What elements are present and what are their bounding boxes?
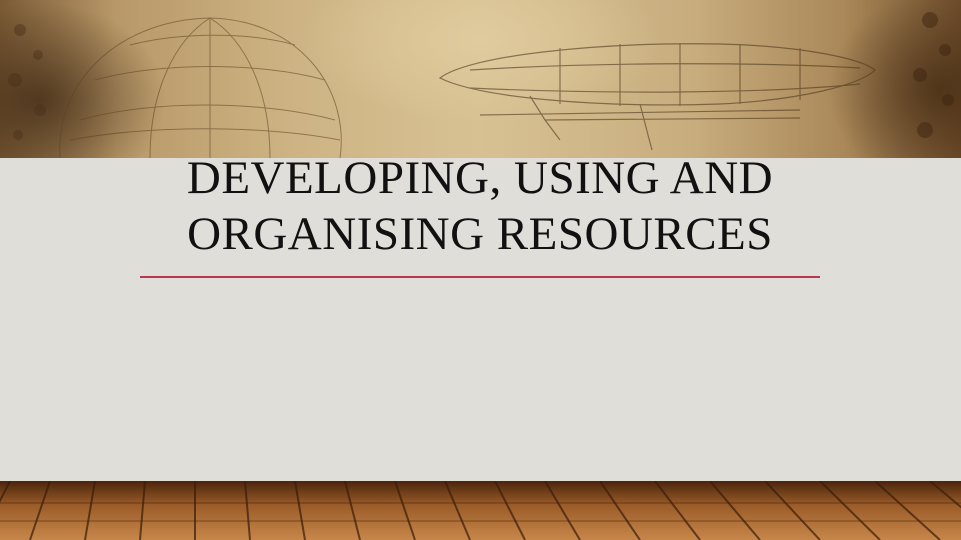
vintage-airship-banner-image <box>0 0 961 158</box>
title-underline-divider <box>140 276 820 278</box>
slide-title: DEVELOPING, USING AND ORGANISING RESOURC… <box>140 150 820 262</box>
title-line-2: ORGANISING RESOURCES <box>187 208 773 260</box>
floorboards-illustration <box>0 481 961 540</box>
banner-illustration <box>8 12 954 158</box>
wooden-floor-image <box>0 481 961 540</box>
title-line-1: DEVELOPING, USING AND <box>186 152 774 204</box>
slide-title-text: DEVELOPING, USING AND ORGANISING RESOURC… <box>140 150 820 262</box>
